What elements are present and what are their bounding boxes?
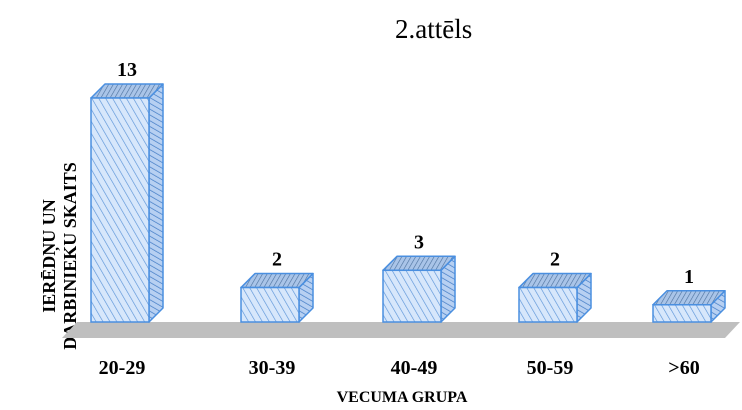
- bar->60: [652, 290, 726, 323]
- bar-30-39: [240, 272, 314, 323]
- bar-front: [240, 286, 300, 323]
- data-label-30-39: 2: [272, 249, 282, 271]
- x-tick-label-20-29: 20-29: [99, 357, 146, 379]
- figure-caption: 2.attēls: [395, 14, 473, 44]
- bar-40-49: [382, 255, 456, 323]
- x-axis-label: VECUMA GRUPA: [337, 389, 468, 406]
- bar-front: [90, 97, 150, 323]
- bar-50-59: [518, 272, 592, 323]
- data-label->60: 1: [684, 266, 694, 288]
- x-tick-label-30-39: 30-39: [249, 357, 296, 379]
- data-label-20-29: 13: [117, 59, 137, 81]
- data-label-40-49: 3: [414, 231, 424, 253]
- x-tick-label->60: >60: [668, 357, 699, 379]
- x-tick-label-50-59: 50-59: [527, 357, 574, 379]
- x-tick-label-40-49: 40-49: [391, 357, 438, 379]
- bar-20-29: [90, 83, 164, 323]
- bar-front: [382, 269, 442, 323]
- data-label-50-59: 2: [550, 249, 560, 271]
- bar-front: [652, 304, 712, 323]
- bar-side: [148, 83, 164, 323]
- chart-floor: [62, 322, 740, 338]
- bar-front: [518, 286, 578, 323]
